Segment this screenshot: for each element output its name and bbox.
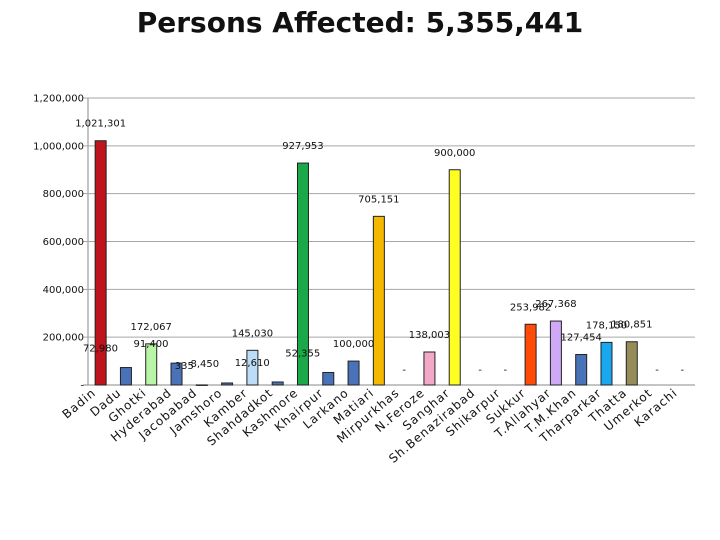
data-label: 705,151 <box>358 194 399 205</box>
data-label: - <box>478 365 482 376</box>
bar-group <box>600 341 613 386</box>
data-label: 8,450 <box>190 359 219 370</box>
data-label: - <box>655 365 659 376</box>
bar <box>271 381 284 386</box>
bar <box>600 341 613 386</box>
data-label: - <box>402 365 406 376</box>
y-tick-label: 600,000 <box>43 237 84 248</box>
bar-group <box>94 140 107 386</box>
data-label: 172,067 <box>131 322 172 333</box>
bar-group <box>372 215 385 386</box>
bar-group <box>119 367 132 386</box>
bar <box>549 320 562 386</box>
y-tick-label: 800,000 <box>43 189 84 200</box>
data-label: - <box>681 365 685 376</box>
bar <box>347 360 360 386</box>
bar-group <box>347 360 360 386</box>
bar-group <box>549 320 562 386</box>
data-label: 253,982 <box>510 302 551 313</box>
bar-group <box>625 341 638 386</box>
bar-group <box>195 384 208 386</box>
bar <box>170 362 183 386</box>
data-label: 267,368 <box>535 299 576 310</box>
data-label: 72,980 <box>83 344 118 355</box>
bar <box>145 343 158 386</box>
bar-group <box>271 381 284 386</box>
bar-group <box>296 162 309 386</box>
data-label: 178,150 <box>586 320 627 331</box>
bar <box>448 169 461 386</box>
y-tick-label: 1,000,000 <box>33 141 84 152</box>
data-label: 180,851 <box>611 320 652 331</box>
data-label: 12,610 <box>235 358 270 369</box>
bar-group <box>246 349 259 386</box>
data-label: 145,030 <box>232 328 273 339</box>
y-tick-label: 400,000 <box>43 285 84 296</box>
bar <box>625 341 638 386</box>
bar <box>221 382 234 386</box>
data-label: 52,355 <box>285 348 320 359</box>
data-label: 927,953 <box>282 141 323 152</box>
data-label: 127,454 <box>561 333 602 344</box>
bar <box>94 140 107 386</box>
bar <box>296 162 309 386</box>
bar <box>322 371 335 386</box>
data-label: 335 <box>175 361 194 372</box>
bar-group <box>170 362 183 386</box>
bar-group <box>448 169 461 386</box>
bar-group <box>145 343 158 386</box>
bar <box>195 384 208 386</box>
bar <box>372 215 385 386</box>
bar <box>575 354 588 386</box>
data-label: 1,021,301 <box>75 119 126 130</box>
y-tick-label: - <box>80 381 84 392</box>
data-label: 91,400 <box>134 339 169 350</box>
bar-group <box>322 371 335 386</box>
bar-group <box>524 323 537 386</box>
data-label: - <box>504 365 508 376</box>
data-label: 900,000 <box>434 148 475 159</box>
bar-group <box>423 351 436 386</box>
data-label: 100,000 <box>333 339 374 350</box>
y-tick-label: 1,200,000 <box>33 94 84 105</box>
bar <box>524 323 537 386</box>
bar-group <box>575 354 588 386</box>
chart-title: Persons Affected: 5,355,441 <box>136 6 584 39</box>
bar <box>246 349 259 386</box>
data-label: 138,003 <box>409 330 450 341</box>
y-tick-label: 200,000 <box>43 333 84 344</box>
bar <box>119 367 132 386</box>
bar <box>423 351 436 386</box>
bar-group <box>221 382 234 386</box>
